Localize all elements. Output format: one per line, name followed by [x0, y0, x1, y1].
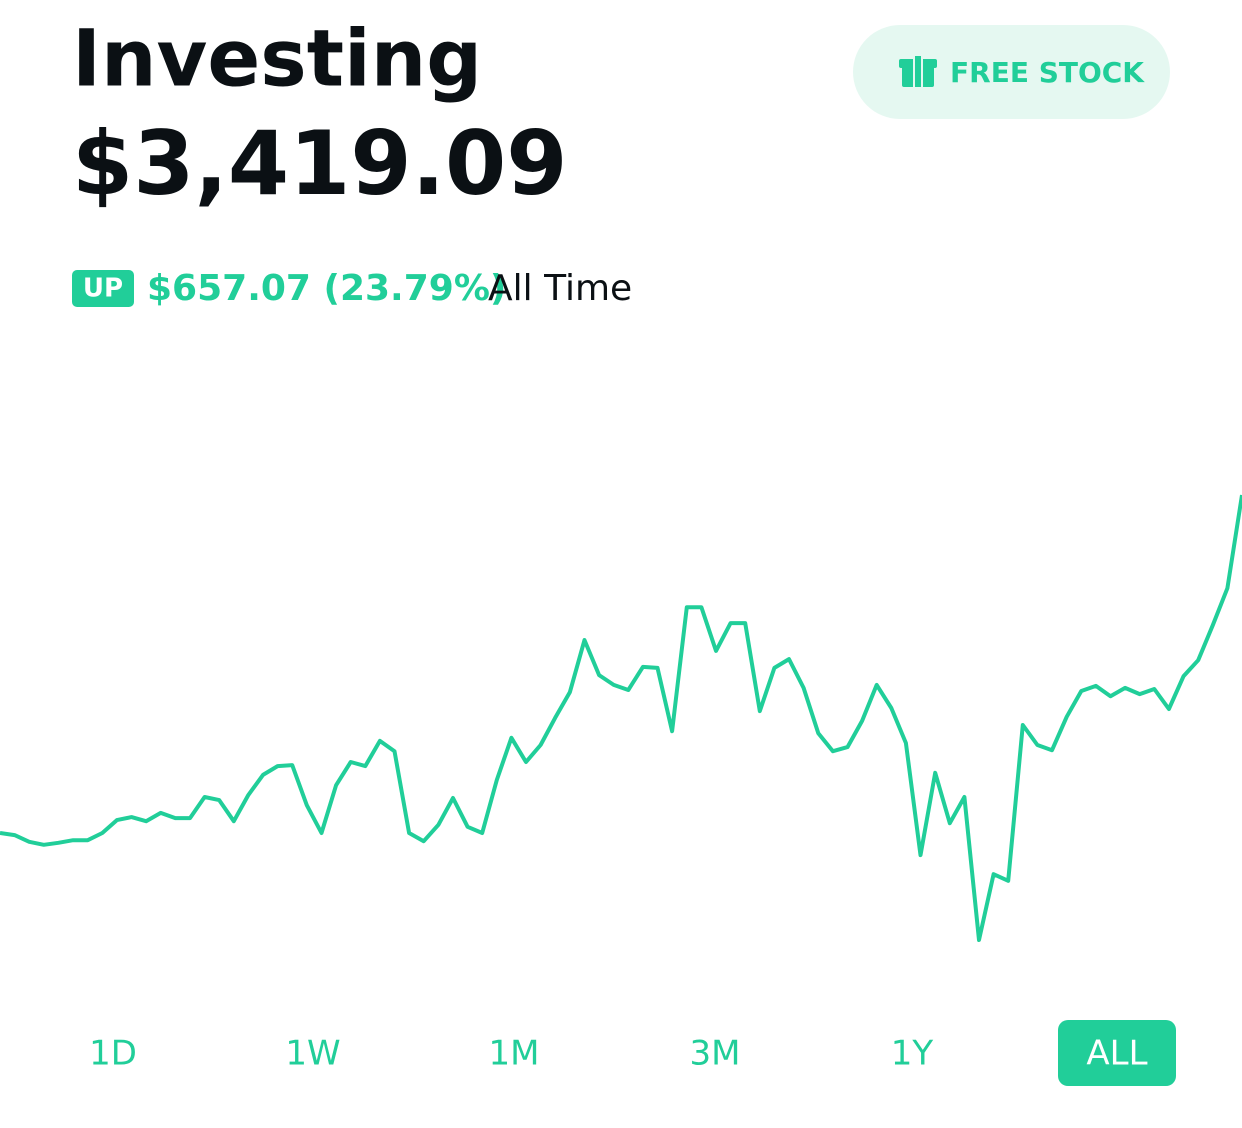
range-label: 1W [285, 1034, 340, 1074]
range-button[interactable]: ALL [1058, 1020, 1176, 1086]
change-amount: $657.07 (23.79%) [147, 268, 506, 309]
range-label: 3M [690, 1034, 741, 1074]
price-line [0, 494, 1242, 942]
range-button[interactable]: 1M [489, 1034, 540, 1074]
button-label: FREE STOCK [950, 56, 1145, 89]
range-label: 1D [89, 1034, 137, 1074]
range-button[interactable]: 1Y [891, 1034, 934, 1074]
range-selected-bg [1058, 1020, 1176, 1086]
free-stock-button[interactable]: FREE STOCK [853, 25, 1170, 119]
up-badge [72, 270, 134, 307]
range-button[interactable]: 3M [690, 1034, 741, 1074]
gift-icon [899, 56, 937, 87]
balance: $3,419.09 [72, 112, 567, 215]
change-period: All Time [488, 268, 632, 309]
chart [0, 494, 1242, 942]
range-label: 1Y [891, 1034, 934, 1074]
range-button[interactable]: 1W [285, 1034, 340, 1074]
button-bg [853, 25, 1170, 119]
range-label: ALL [1086, 1034, 1147, 1074]
range-selector: 1D 1W 1M 3M 1Y ALL [89, 1020, 1176, 1086]
badge-label: UP [83, 274, 123, 304]
range-label: 1M [489, 1034, 540, 1074]
title: Investing [72, 14, 482, 104]
range-button[interactable]: 1D [89, 1034, 137, 1074]
